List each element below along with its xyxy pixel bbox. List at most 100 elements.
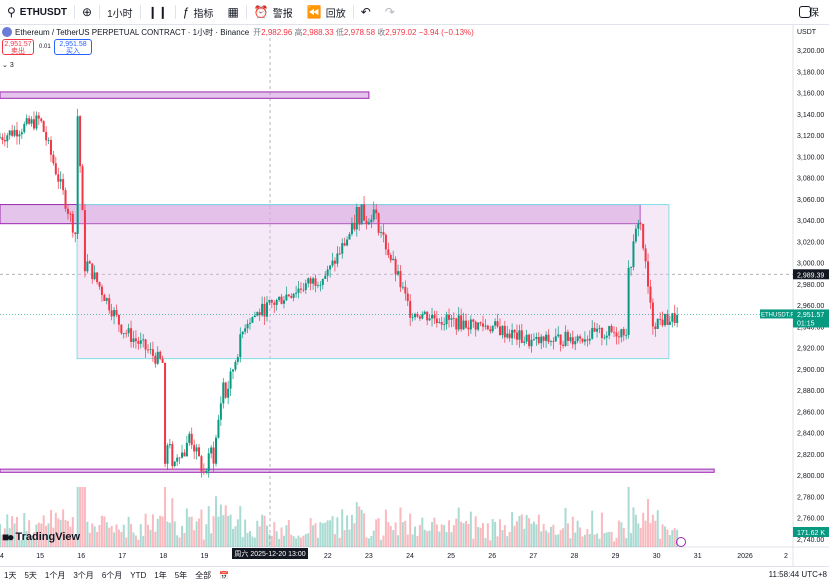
volume-bar xyxy=(273,522,276,547)
volume-bar xyxy=(52,527,55,547)
time-tick-label: 30 xyxy=(653,553,661,560)
fullscreen-icon[interactable] xyxy=(799,6,811,18)
volume-bar xyxy=(122,524,125,547)
range-1m[interactable]: 1个月 xyxy=(44,571,66,580)
time-tick-label: 2026 xyxy=(737,553,753,560)
volume-bar xyxy=(304,534,307,547)
candle-body xyxy=(280,296,283,304)
candle-body xyxy=(474,321,477,330)
volume-bar xyxy=(520,514,523,547)
volume-bar xyxy=(6,514,9,547)
range-6m[interactable]: 6个月 xyxy=(101,571,123,580)
volume-bar xyxy=(241,537,244,547)
volume-bar xyxy=(409,513,412,547)
candle-body xyxy=(188,433,191,443)
sell-label: 卖出 xyxy=(11,48,25,55)
range-3m[interactable]: 3个月 xyxy=(73,571,94,580)
range-all[interactable]: 全部 xyxy=(195,571,212,580)
candle-body xyxy=(472,319,475,322)
candle-body xyxy=(210,447,213,454)
candle-body xyxy=(639,223,642,225)
volume-bar xyxy=(23,513,26,547)
volume-bar xyxy=(236,519,239,547)
candle-body xyxy=(404,286,407,294)
candle-body xyxy=(549,341,552,343)
compare-button[interactable]: ⊕ xyxy=(75,0,99,24)
volume-bar xyxy=(600,512,603,547)
candle-body xyxy=(142,339,145,341)
save-label[interactable]: 保 xyxy=(809,8,819,19)
volume-bar xyxy=(278,538,281,547)
volume-bar xyxy=(47,523,50,547)
volume-bar xyxy=(384,509,387,547)
volume-bar xyxy=(547,532,550,547)
volume-bar xyxy=(219,504,222,547)
candle-body xyxy=(416,313,419,317)
candle-body xyxy=(571,337,574,345)
range-ytd[interactable]: YTD xyxy=(130,571,147,580)
volume-bar xyxy=(613,541,616,547)
eth-logo-icon xyxy=(2,27,12,37)
volume-bar xyxy=(433,517,436,547)
indicators-button[interactable]: ƒ 指标 xyxy=(176,0,221,24)
range-1y[interactable]: 1年 xyxy=(154,571,167,580)
candle-body xyxy=(518,330,521,340)
candle-body xyxy=(464,320,467,328)
volume-bar xyxy=(598,538,601,547)
volume-bar xyxy=(195,521,198,547)
candle-body xyxy=(552,341,555,343)
layout-button[interactable]: ▦ xyxy=(220,0,245,24)
chart-type-button[interactable]: ❙❙ xyxy=(141,0,175,24)
volume-bar xyxy=(426,531,429,547)
candle-body xyxy=(540,336,543,344)
volume-bar xyxy=(149,529,152,547)
date-range-icon[interactable]: 📅 xyxy=(219,571,230,580)
candle-body xyxy=(661,319,664,326)
volume-bar xyxy=(397,535,400,547)
volume-bar xyxy=(411,534,414,547)
symbol-search[interactable]: ⚲ ETHUSDT xyxy=(0,0,74,24)
range-5d[interactable]: 5天 xyxy=(24,571,37,580)
candle-body xyxy=(132,338,135,342)
range-1d[interactable]: 1天 xyxy=(4,571,17,580)
volume-bar xyxy=(166,521,169,547)
volume-bar xyxy=(32,532,35,547)
range-5y[interactable]: 5年 xyxy=(174,571,188,580)
legend-title: Ethereum / TetherUS PERPETUAL CONTRACT ·… xyxy=(15,27,250,37)
volume-bar xyxy=(491,519,494,547)
candle-body xyxy=(185,442,188,457)
toolbar-divider xyxy=(74,5,76,19)
candle-body xyxy=(647,261,650,287)
candle-body xyxy=(428,318,431,321)
candle-body xyxy=(200,456,203,472)
candle-body xyxy=(627,267,630,336)
volume-bar xyxy=(389,526,392,547)
candle-body xyxy=(559,334,562,345)
redo-button[interactable]: ↷ xyxy=(378,0,402,24)
interval-button[interactable]: 1小时 xyxy=(107,8,133,20)
low-value: 2,978.58 xyxy=(343,27,376,37)
time-tick-label: 31 xyxy=(694,553,702,560)
replay-button[interactable]: ⏪ 回放 xyxy=(300,0,353,24)
undo-button[interactable]: ↶ xyxy=(354,0,378,24)
price-tick-label: 2,860.00 xyxy=(797,409,824,416)
volume-bar xyxy=(377,518,380,547)
candle-body xyxy=(299,288,302,290)
candle-body xyxy=(455,318,458,330)
alerts-button[interactable]: ⏰ 警报 xyxy=(247,0,300,24)
candle-body xyxy=(450,318,453,320)
collapse-indicators-button[interactable]: ⌄ 3 xyxy=(2,62,14,69)
volume-bar xyxy=(416,535,419,547)
sell-button[interactable]: 2,951.57 卖出 xyxy=(2,39,34,55)
candle-body xyxy=(409,301,412,318)
price-tick-label: 3,060.00 xyxy=(797,197,824,204)
candle-body xyxy=(659,318,662,320)
candle-body xyxy=(139,340,142,344)
buy-button[interactable]: 2,951.58 买入 xyxy=(54,39,92,55)
volume-bar xyxy=(540,531,543,547)
volume-bar xyxy=(45,525,48,547)
candle-body xyxy=(331,260,334,266)
candle-body xyxy=(309,278,312,284)
time-tick-label: 23 xyxy=(365,553,373,560)
